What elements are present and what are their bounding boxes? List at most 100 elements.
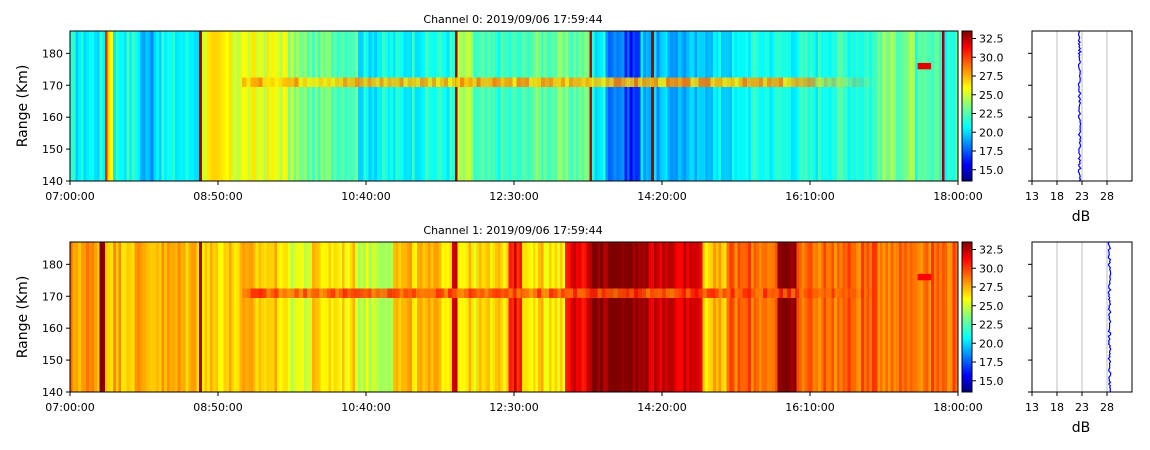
heatmap-column	[923, 31, 927, 181]
heatmap-column	[834, 242, 838, 392]
echo-layer-cell	[326, 77, 332, 87]
echo-layer-cell	[355, 77, 360, 87]
echo-layer-cell	[431, 288, 437, 298]
heatmap-column	[360, 31, 364, 181]
heatmap-column	[242, 242, 246, 392]
heatmap-column	[680, 31, 684, 181]
echo-layer-cell	[524, 77, 530, 87]
echo-layer-cell	[799, 77, 804, 87]
heatmap-column	[344, 31, 348, 181]
heatmap-column	[368, 242, 372, 392]
heatmap-column	[91, 242, 95, 392]
heatmap-column	[312, 31, 316, 181]
heatmap-area	[70, 242, 959, 392]
echo-layer-cell	[690, 77, 695, 87]
profile-x-tick-label: 28	[1100, 401, 1114, 414]
echo-layer-cell	[363, 288, 368, 298]
heatmap-column	[635, 242, 639, 392]
heatmap-column	[758, 31, 762, 181]
heatmap-column	[834, 31, 838, 181]
heatmap-column	[925, 242, 929, 392]
echo-layer-cell	[395, 288, 400, 298]
heatmap-column	[578, 31, 582, 181]
heatmap-column	[731, 31, 736, 181]
heatmap-column	[360, 242, 364, 392]
heatmap-column	[575, 242, 579, 392]
echo-layer-cell	[674, 77, 679, 87]
echo-layer-cell	[565, 288, 570, 298]
heatmap-column	[411, 242, 415, 392]
echo-layer-cell	[734, 288, 739, 298]
colorbar-tick-label: 25.0	[979, 89, 1004, 102]
heatmap-column	[686, 31, 690, 181]
echo-layer-cell	[302, 77, 308, 87]
heatmap-column	[430, 242, 434, 392]
heatmap-column	[766, 31, 771, 181]
echo-layer-cell	[787, 77, 792, 87]
heatmap-column	[761, 242, 765, 392]
echo-layer-cell	[657, 288, 663, 298]
heatmap-column	[925, 31, 929, 181]
heatmap-column	[941, 31, 945, 181]
heatmap-column	[664, 242, 668, 392]
heatmap-column	[667, 31, 671, 181]
heatmap-column	[871, 242, 875, 392]
heatmap-column	[618, 242, 623, 392]
heatmap-column	[514, 242, 518, 392]
echo-layer-cell	[750, 77, 756, 87]
echo-layer-cell	[859, 288, 865, 298]
heatmap-column	[917, 31, 921, 181]
heatmap-column	[812, 31, 816, 181]
heatmap-column	[199, 242, 203, 392]
heatmap-column	[890, 242, 894, 392]
colorbar-tick-label: 17.5	[979, 145, 1004, 158]
heatmap-column	[788, 31, 792, 181]
echo-layer-cell	[274, 288, 279, 298]
echo-layer-cell	[682, 77, 687, 87]
heatmap-column	[476, 242, 480, 392]
heatmap-column	[239, 31, 243, 181]
echo-layer-cell	[762, 77, 768, 87]
heatmap-column	[788, 242, 792, 392]
heatmap-column	[86, 242, 90, 392]
heatmap-column	[869, 31, 873, 181]
heatmap-column	[252, 31, 257, 181]
echo-layer-cell	[863, 77, 869, 87]
echo-layer-cell	[508, 77, 513, 87]
heatmap-column	[255, 242, 259, 392]
heatmap-column	[301, 31, 305, 181]
colorbar-gradient	[961, 241, 973, 393]
heatmap-column	[772, 31, 776, 181]
heatmap-column	[675, 31, 679, 181]
heatmap-column	[581, 31, 585, 181]
heatmap-column	[565, 31, 569, 181]
heatmap-column	[783, 31, 787, 181]
heatmap-column	[645, 31, 649, 181]
heatmap-column	[828, 242, 832, 392]
echo-layer-cell	[839, 288, 844, 298]
echo-layer-cell	[613, 77, 618, 87]
heatmap-column	[207, 31, 211, 181]
echo-layer-cell	[605, 77, 610, 87]
heatmap-column	[80, 31, 84, 181]
echo-layer-cell	[540, 77, 546, 87]
heatmap-column	[441, 242, 445, 392]
heatmap-column	[680, 242, 684, 392]
heatmap-column	[212, 242, 216, 392]
echo-layer-cell	[496, 77, 501, 87]
heatmap-column	[610, 242, 614, 392]
heatmap-column	[481, 242, 485, 392]
heatmap-column	[314, 242, 318, 392]
heatmap-column	[231, 31, 235, 181]
heatmap-column	[632, 31, 636, 181]
heatmap-column	[83, 31, 87, 181]
heatmap-column	[705, 242, 709, 392]
heatmap-column	[489, 31, 493, 181]
colorbar-tick-label: 15.0	[979, 375, 1004, 388]
echo-layer-cell	[589, 77, 594, 87]
heatmap-column	[75, 242, 79, 392]
echo-layer-cell	[557, 77, 562, 87]
heatmap-column	[573, 31, 577, 181]
heatmap-column	[333, 242, 337, 392]
heatmap-column	[769, 242, 773, 392]
